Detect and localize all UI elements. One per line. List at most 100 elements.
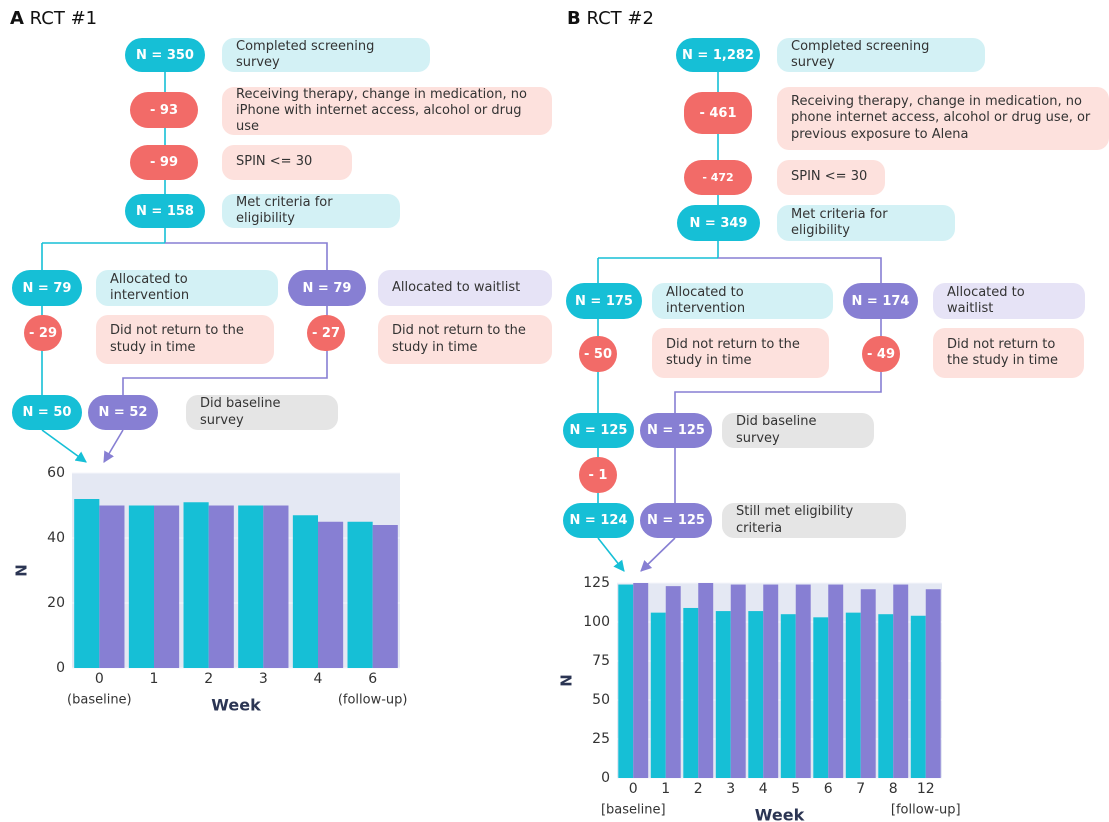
- x-tick-label: 6: [368, 671, 377, 687]
- x-tick-label: 4: [759, 781, 768, 797]
- step-box: Met criteria for eligibility: [222, 194, 400, 228]
- x-axis-label: Week: [211, 696, 261, 715]
- step-box: Did not return to the study in time: [96, 315, 274, 364]
- exclusion-pill: - 1: [579, 457, 617, 493]
- bar: [828, 584, 844, 778]
- x-annotation: (baseline): [67, 693, 132, 708]
- bar: [730, 584, 746, 778]
- x-tick-label: 3: [259, 671, 268, 687]
- exclusion-pill: - 49: [862, 336, 900, 372]
- step-box: Met criteria for eligibility: [777, 205, 955, 241]
- count-pill: N = 158: [125, 194, 205, 228]
- exclusion-pill: - 461: [684, 92, 752, 134]
- count-pill: N = 79: [288, 270, 366, 306]
- step-box: Did not return to the study in time: [933, 328, 1084, 378]
- step-box: Completed screening survey: [222, 38, 430, 72]
- x-annotation: (follow-up): [338, 693, 408, 708]
- exclusion-pill: - 472: [684, 160, 752, 195]
- bar: [698, 583, 714, 778]
- bar: [748, 611, 764, 778]
- bar: [318, 521, 344, 668]
- bar: [292, 515, 318, 668]
- exclusion-pill: - 93: [130, 92, 198, 128]
- bar: [99, 505, 125, 668]
- bar: [618, 584, 634, 778]
- y-tick-label: 20: [47, 595, 65, 611]
- count-pill: N = 50: [12, 395, 82, 430]
- exclusion-pill: - 29: [24, 315, 62, 351]
- count-pill: N = 349: [677, 205, 760, 241]
- step-box: Did baseline survey: [722, 413, 874, 448]
- bar: [763, 584, 779, 778]
- panel-label: B: [567, 8, 581, 29]
- exclusion-pill: - 27: [307, 315, 345, 351]
- x-tick-label: 6: [824, 781, 833, 797]
- bar: [208, 505, 234, 668]
- count-pill: N = 79: [12, 270, 82, 306]
- x-tick-label: 1: [661, 781, 670, 797]
- x-tick-label: 0: [95, 671, 104, 687]
- panel-label: A: [10, 8, 24, 29]
- step-box: Completed screening survey: [777, 38, 985, 72]
- x-tick-label: 7: [856, 781, 865, 797]
- step-box: Receiving therapy, change in medication,…: [222, 87, 552, 135]
- arrow: [103, 429, 124, 463]
- x-annotation: [follow-up]: [891, 803, 961, 818]
- bar: [154, 505, 180, 668]
- step-box: Allocated to waitlist: [378, 270, 552, 306]
- bar: [650, 612, 666, 778]
- count-pill: N = 125: [640, 413, 712, 448]
- count-pill: N = 350: [125, 38, 205, 72]
- y-tick-label: 0: [56, 660, 65, 676]
- bar: [845, 612, 861, 778]
- bar: [74, 499, 100, 668]
- bar: [372, 525, 398, 668]
- step-box: Did baseline survey: [186, 395, 338, 430]
- count-pill: N = 175: [566, 283, 642, 319]
- bar: [683, 607, 699, 778]
- exclusion-pill: - 50: [579, 336, 617, 372]
- count-pill: N = 125: [563, 413, 634, 448]
- y-tick-label: 25: [592, 731, 610, 747]
- count-pill: N = 174: [843, 283, 918, 319]
- step-box: Did not return to the study in time: [378, 315, 552, 364]
- bar: [878, 614, 894, 778]
- bar: [347, 521, 373, 668]
- count-pill: N = 52: [88, 395, 158, 430]
- y-axis-label: N: [13, 564, 31, 577]
- x-tick-label: 12: [917, 781, 935, 797]
- step-box: Did not return to the study in time: [652, 328, 829, 378]
- x-tick-label: 2: [204, 671, 213, 687]
- y-tick-label: 75: [592, 653, 610, 669]
- step-box: SPIN <= 30: [777, 160, 885, 195]
- count-pill: N = 125: [640, 503, 712, 538]
- x-tick-label: 8: [889, 781, 898, 797]
- step-box: Receiving therapy, change in medication,…: [777, 87, 1109, 150]
- arrow: [640, 537, 676, 572]
- y-tick-label: 60: [47, 465, 65, 481]
- y-axis-label: N: [558, 674, 576, 687]
- x-tick-label: 4: [314, 671, 323, 687]
- bar: [925, 589, 941, 778]
- panel-name: RCT #1: [29, 8, 98, 29]
- bar: [633, 583, 649, 778]
- x-tick-label: 5: [791, 781, 800, 797]
- x-tick-label: 2: [694, 781, 703, 797]
- x-tick-label: 1: [150, 671, 159, 687]
- bar: [780, 614, 796, 778]
- arrow: [41, 429, 87, 463]
- bar: [795, 584, 811, 778]
- panel-name: RCT #2: [586, 8, 654, 29]
- bar: [813, 617, 829, 778]
- bar: [860, 589, 876, 778]
- step-box: Still met eligibility criteria: [722, 503, 906, 538]
- step-box: SPIN <= 30: [222, 145, 352, 180]
- x-axis-label: Week: [755, 806, 805, 822]
- x-annotation: [baseline]: [601, 803, 666, 818]
- plot-area: [72, 473, 400, 668]
- bar: [910, 615, 926, 778]
- bar: [893, 584, 909, 778]
- y-tick-label: 40: [47, 530, 65, 546]
